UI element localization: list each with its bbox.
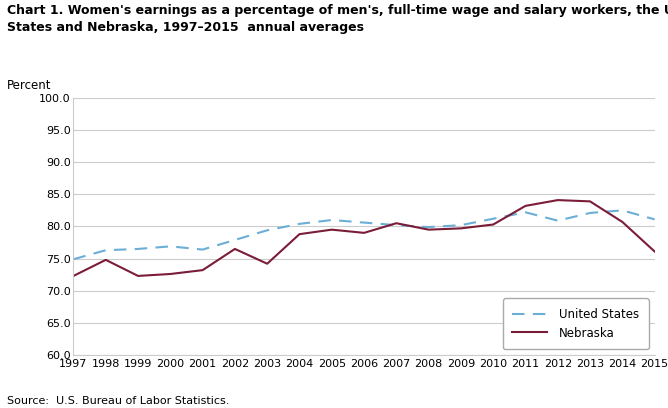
Nebraska [328, 227, 336, 232]
Line: Nebraska: Nebraska [73, 200, 655, 276]
Nebraska [134, 273, 142, 278]
Legend: United States, Nebraska: United States, Nebraska [502, 298, 649, 349]
United States [425, 225, 433, 230]
Nebraska [392, 221, 400, 226]
Nebraska [457, 226, 465, 231]
Nebraska [231, 246, 239, 251]
United States [522, 210, 530, 215]
Line: United States: United States [73, 211, 655, 259]
United States [69, 257, 77, 262]
United States [489, 216, 497, 221]
United States [166, 244, 174, 249]
Nebraska [586, 199, 594, 204]
United States [263, 228, 271, 233]
Nebraska [425, 227, 433, 232]
Nebraska [102, 257, 110, 262]
Nebraska [69, 273, 77, 278]
Nebraska [489, 222, 497, 227]
Nebraska [166, 272, 174, 277]
Nebraska [295, 232, 303, 237]
United States [102, 248, 110, 253]
Nebraska [554, 197, 562, 202]
United States [619, 208, 627, 213]
Nebraska [651, 249, 659, 254]
United States [457, 223, 465, 228]
Nebraska [522, 204, 530, 208]
United States [651, 217, 659, 222]
Text: Source:  U.S. Bureau of Labor Statistics.: Source: U.S. Bureau of Labor Statistics. [7, 396, 229, 406]
Nebraska [263, 261, 271, 266]
United States [392, 223, 400, 228]
Nebraska [619, 220, 627, 224]
United States [198, 247, 206, 252]
United States [295, 222, 303, 226]
United States [328, 217, 336, 222]
United States [586, 211, 594, 215]
Nebraska [360, 231, 368, 235]
Text: Chart 1. Women's earnings as a percentage of men's, full-time wage and salary wo: Chart 1. Women's earnings as a percentag… [7, 4, 668, 34]
United States [231, 237, 239, 242]
Nebraska [198, 268, 206, 273]
United States [134, 246, 142, 251]
United States [360, 220, 368, 225]
United States [554, 218, 562, 223]
Text: Percent: Percent [7, 79, 51, 92]
